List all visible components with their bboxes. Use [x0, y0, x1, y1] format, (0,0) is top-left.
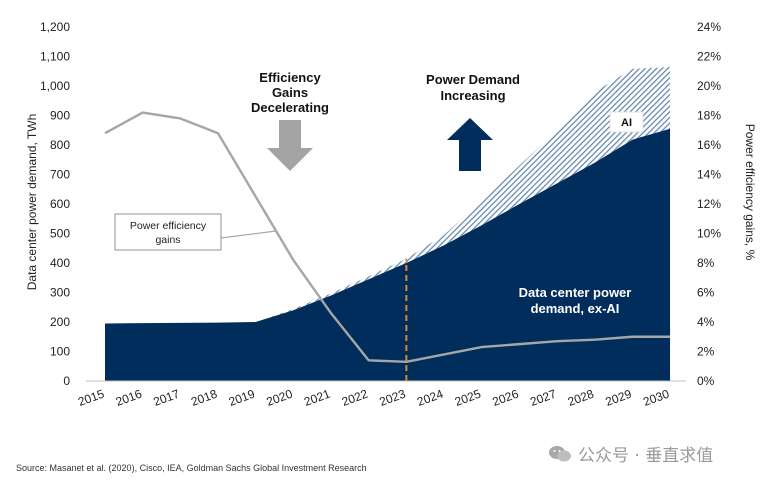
y-left-tick-label: 200 [50, 315, 70, 329]
ai-label: AI [621, 117, 632, 129]
y-left-tick-label: 100 [50, 345, 70, 359]
series-exai-area [105, 128, 671, 381]
x-tick-label: 2020 [264, 387, 294, 409]
y-left-tick-label: 500 [50, 227, 70, 241]
series-ai-area [105, 66, 671, 324]
y-right-tick-label: 4% [697, 315, 715, 329]
x-tick-label: 2018 [189, 387, 219, 409]
efficiency-callout: Power efficiency gains [114, 213, 277, 251]
exai-label-1: Data center power [519, 285, 632, 300]
x-tick-label: 2016 [114, 387, 144, 409]
x-tick-label: 2027 [528, 387, 558, 409]
callout-leader [220, 230, 277, 239]
y-left-tick-label: 400 [50, 256, 70, 270]
x-tick-label: 2024 [415, 387, 445, 409]
x-tick-label: 2030 [641, 387, 671, 409]
demand-label-2: Increasing [440, 88, 505, 103]
down-arrow-icon [267, 120, 313, 171]
x-tick-label: 2023 [378, 387, 408, 409]
y-right-tick-label: 14% [697, 168, 721, 182]
y-left-tick-label: 1,200 [40, 20, 70, 34]
exai-label-2: demand, ex-AI [531, 301, 620, 316]
series-efficiency-line [104, 111, 671, 364]
y-left-tick-label: 0 [63, 374, 70, 388]
x-tick-label: 2026 [491, 387, 521, 409]
y-right-tick-label: 10% [697, 227, 721, 241]
y-right-tick-label: 22% [697, 50, 721, 64]
y-left-tick-label: 1,000 [40, 79, 70, 93]
y-left-tick-label: 1,100 [40, 50, 70, 64]
efficiency-label-1: Efficiency [259, 70, 321, 85]
y-right-tick-label: 0% [697, 374, 715, 388]
y-right-tick-label: 8% [697, 256, 715, 270]
y-left-tick-label: 900 [50, 109, 70, 123]
x-tick-label: 2021 [302, 387, 332, 409]
callout-label-2: gains [155, 234, 180, 246]
demand-label-1: Power Demand [426, 72, 520, 87]
callout-label-1: Power efficiency [130, 220, 207, 232]
y-right-tick-label: 6% [697, 286, 715, 300]
y-left-tick-label: 800 [50, 138, 70, 152]
watermark: 公众号 · 垂直求值 [548, 441, 713, 466]
source-note: Source: Masanet et al. (2020), Cisco, IE… [16, 463, 367, 473]
ai-label-box: AI [609, 111, 644, 133]
x-tick-label: 2028 [566, 387, 596, 409]
x-tick-label: 2017 [151, 387, 181, 409]
y-right-tick-label: 2% [697, 345, 715, 359]
x-tick-label: 2025 [453, 387, 483, 409]
x-tick-label: 2015 [76, 387, 106, 409]
y-right-tick-label: 18% [697, 109, 721, 123]
y-left-tick-label: 300 [50, 286, 70, 300]
y-axis-left-title: Data center power demand, TWh [25, 114, 39, 291]
y-right-tick-label: 16% [697, 138, 721, 152]
efficiency-label-2: Gains [272, 85, 308, 100]
y-axis-right-title: Power efficiency gains, % [743, 124, 757, 261]
y-right-tick-label: 20% [697, 79, 721, 93]
y-left-tick-label: 700 [50, 168, 70, 182]
watermark-text: 公众号 · 垂直求值 [578, 446, 714, 466]
efficiency-annotation: Efficiency Gains Decelerating [251, 70, 329, 171]
area-layer [105, 66, 671, 381]
x-tick-label: 2029 [604, 387, 634, 409]
wechat-icon [549, 445, 571, 461]
x-tick-label: 2019 [227, 387, 257, 409]
up-arrow-icon [447, 118, 493, 171]
line-layer [104, 111, 671, 364]
y-right-tick-label: 24% [697, 20, 721, 34]
demand-annotation: Power Demand Increasing [426, 72, 520, 171]
x-tick-label: 2022 [340, 387, 370, 409]
y-right-tick-label: 12% [697, 197, 721, 211]
efficiency-label-3: Decelerating [251, 100, 329, 115]
y-left-tick-label: 600 [50, 197, 70, 211]
